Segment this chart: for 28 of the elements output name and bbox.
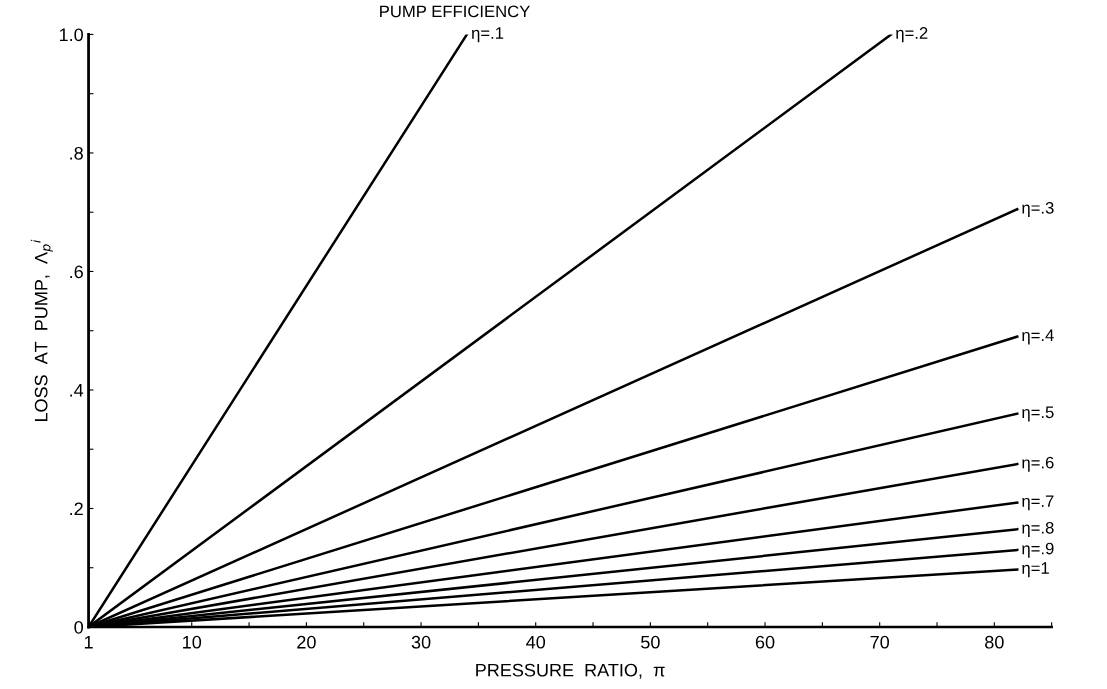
x-tick-label: 50 [641, 635, 660, 649]
x-axis-title: PRESSURE RATIO, π [476, 663, 665, 679]
series-label: η=.2 [896, 27, 928, 43]
x-tick-label: 1 [84, 635, 93, 649]
series-label: η=.4 [1022, 329, 1054, 345]
chart-title: PUMP EFFICIENCY [380, 5, 530, 18]
x-tick-label: 80 [985, 635, 1004, 649]
y-tick-label: .4 [70, 384, 84, 397]
y-tick-label: 0 [74, 620, 83, 634]
x-tick-label: 30 [411, 635, 431, 649]
series-label: η=.5 [1022, 406, 1054, 422]
y-tick-label: 1.0 [59, 28, 83, 42]
series-label: η=.3 [1022, 201, 1054, 218]
series-label: η=.8 [1022, 521, 1054, 537]
series-label: η=.6 [1022, 456, 1054, 472]
series-label: η=1 [1022, 562, 1049, 578]
y-tick-label: .6 [70, 265, 83, 279]
x-tick-label: 70 [870, 635, 890, 649]
x-tick-label: 20 [297, 635, 316, 649]
series-label: η=.7 [1022, 495, 1054, 511]
y-tick-label: .2 [70, 502, 83, 516]
series-label: η=.9 [1022, 542, 1054, 558]
y-tick-label: .8 [70, 146, 83, 160]
series-label: η=.1 [471, 27, 504, 43]
x-tick-label: 10 [183, 635, 202, 649]
x-tick-label: 60 [755, 635, 775, 649]
y-axis-title: LOSS AT PUMP, Λ$_{p}$$^{i}$ [30, 239, 53, 422]
x-tick-label: 40 [526, 635, 546, 649]
